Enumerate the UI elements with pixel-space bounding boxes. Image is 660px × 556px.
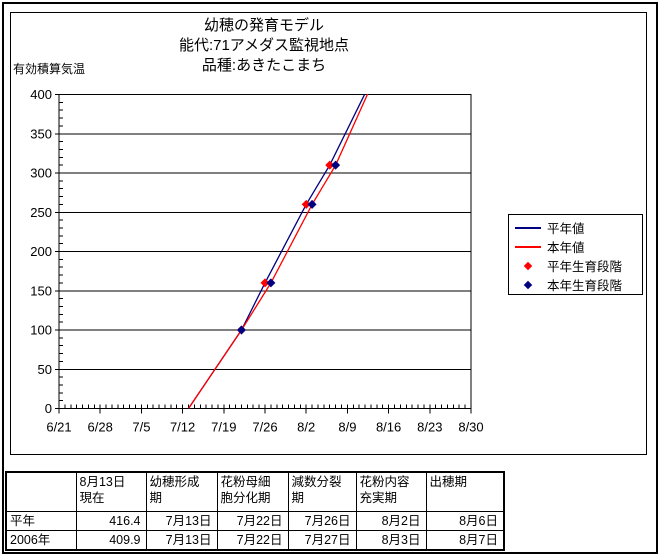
legend-label: 本年値 [547,241,585,255]
table-header-cell: 8月13日 現在 [75,471,147,512]
legend-item-normal-stage: 平年生育段階 [509,256,642,275]
table-cell: 7月22日 [216,530,289,551]
x-tick-label: 8/9 [338,420,356,435]
legend-item-normal-line: 平年値 [509,218,642,237]
axis-labels: 0 50 100 150 200 250 300 350 400 6/21 6/28 7/5 7/12 7… [30,87,483,435]
legend-swatch-line-icon [509,226,547,229]
x-tick-label: 8/30 [458,420,483,435]
series-markers-本年生育段階 [236,160,341,335]
y-tick-label: 400 [30,87,52,102]
table-cell: 409.9 [75,530,147,551]
row-label: 2006年 [5,530,77,551]
y-tick-label: 150 [30,283,52,298]
y-tick-label: 0 [45,401,52,416]
gridlines [58,94,472,409]
growth-stage-table: 8月13日 現在 幼穂形成 期 花粉母細 胞分化期 減数分裂 期 花粉内容 充実… [5,471,505,551]
chart-subtitle-location: 能代:71アメダス監視地点 [178,37,350,54]
table-cell: 8月7日 [425,530,505,551]
chart-title-block: 幼穂の発育モデル 能代:71アメダス監視地点 品種:あきたこまち [11,16,517,76]
axis-ticks [55,94,472,414]
table-row-2006: 2006年 409.9 7月13日 7月22日 7月27日 8月3日 8月7日 [5,530,505,551]
x-tick-label: 8/2 [297,420,315,435]
table-cell: 7月22日 [216,511,289,531]
x-tick-label: 6/21 [46,420,71,435]
table-header-cell: 花粉内容 充実期 [355,471,427,512]
y-tick-label: 300 [30,166,52,181]
table-cell: 7月13日 [145,530,218,551]
table-cell: 7月26日 [287,511,357,531]
legend-item-thisyear-line: 本年値 [509,237,642,256]
legend-swatch-line-icon [509,245,547,248]
y-tick-label: 200 [30,244,52,259]
chart-container: 幼穂の発育モデル 能代:71アメダス監視地点 品種:あきたこまち 有効積算気温 … [10,12,647,455]
diamond-marker-icon [307,199,317,209]
y-axis-title: 有効積算気温 [13,62,86,76]
table-row-normal-year: 平年 416.4 7月13日 7月22日 7月26日 8月2日 8月6日 [5,511,505,531]
legend-item-thisyear-stage: 本年生育段階 [509,275,642,294]
table-header-cell [5,471,77,512]
row-label: 平年 [5,511,77,531]
table-cell: 7月27日 [287,530,357,551]
x-tick-label: 7/19 [211,420,236,435]
legend-swatch-diamond-icon [509,280,547,289]
y-tick-label: 100 [30,323,52,338]
diamond-marker-icon [266,278,276,288]
table-header-cell: 花粉母細 胞分化期 [216,471,289,512]
x-tick-label: 6/28 [88,420,113,435]
x-tick-label: 7/26 [252,420,277,435]
chart-plot-area: 0 50 100 150 200 250 300 350 400 6/21 6/28 7/5 7/12 7… [30,87,483,435]
legend-label: 本年生育段階 [547,279,623,293]
y-tick-label: 250 [30,205,52,220]
chart-legend: 平年値 本年値 平年生育段階 本年生育段階 [508,214,643,295]
y-tick-label: 350 [30,126,52,141]
chart-subtitle-variety: 品種:あきたこまち [201,57,327,74]
table-header-cell: 減数分裂 期 [287,471,357,512]
table-header-row: 8月13日 現在 幼穂形成 期 花粉母細 胞分化期 減数分裂 期 花粉内容 充実… [5,471,505,512]
x-tick-label: 7/5 [132,420,150,435]
series-line-本年値 [187,94,369,409]
legend-swatch-diamond-icon [509,261,547,270]
table-cell: 7月13日 [145,511,218,531]
diamond-marker-icon [331,160,341,170]
x-tick-label: 8/23 [417,420,442,435]
legend-label: 平年生育段階 [547,260,623,274]
table-header-cell: 出穂期 [425,471,505,512]
table-cell: 8月3日 [355,530,427,551]
table-cell: 8月6日 [425,511,505,531]
series-line-平年値 [187,94,366,409]
table-cell: 8月2日 [355,511,427,531]
x-tick-label: 8/16 [376,420,401,435]
x-tick-label: 7/12 [170,420,195,435]
y-tick-label: 50 [38,362,52,377]
table-cell: 416.4 [75,511,147,531]
table-header-cell: 幼穂形成 期 [145,471,218,512]
legend-label: 平年値 [547,222,585,236]
diamond-marker-icon [236,325,246,335]
chart-title: 幼穂の発育モデル [203,17,324,34]
